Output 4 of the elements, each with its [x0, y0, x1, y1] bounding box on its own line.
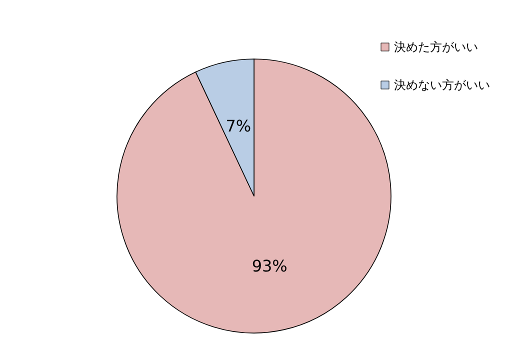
- data-label: 7%: [226, 116, 252, 136]
- legend-label: 決めた方がいい: [394, 40, 478, 54]
- legend-label: 決めない方がいい: [394, 78, 490, 92]
- data-label: 93%: [252, 256, 288, 276]
